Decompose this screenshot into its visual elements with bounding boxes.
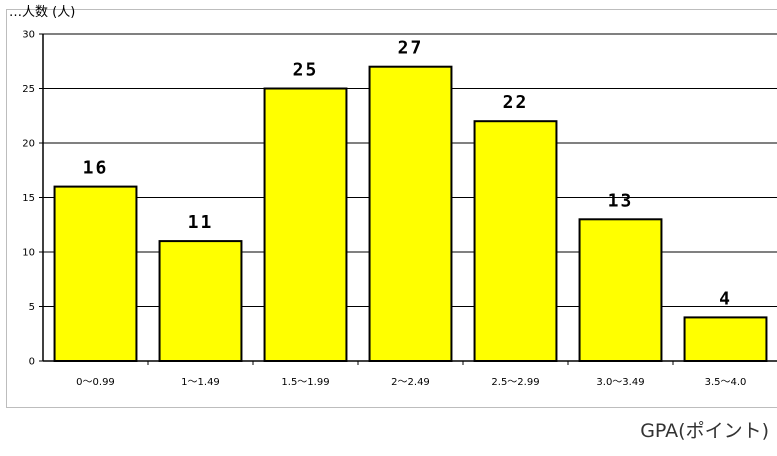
data-labels: 16 11 25 27 22 13 4: [83, 38, 732, 310]
bar: [53, 185, 138, 362]
x-tick-label: 1～1.49: [181, 377, 220, 388]
y-tick-label: 15: [22, 193, 35, 204]
x-axis-ticks: 0～0.99 1～1.49 1.5～1.99 2～2.49 2.5～2.99 3.0～3.…: [76, 361, 746, 388]
chart-area: …人数 (人) 0 5 10 15 20 25 30 16 11 25 27 22 13 4 0～0.9…: [6, 5, 777, 408]
x-tick-label: 0～0.99: [76, 377, 115, 388]
bar: [578, 218, 663, 362]
x-tick-label: 3.5～4.0: [705, 377, 747, 388]
data-label: 22: [503, 92, 529, 113]
bars: [53, 65, 768, 363]
bar: [683, 316, 768, 362]
x-tick-label: 2.5～2.99: [491, 377, 539, 388]
bar: [368, 65, 453, 362]
y-axis-ticks: 0 5 10 15 20 25 30: [22, 30, 43, 368]
y-axis-unit-label: …人数 (人): [9, 5, 76, 20]
data-label: 13: [608, 190, 634, 211]
x-tick-label: 3.0～3.49: [596, 377, 644, 388]
y-tick-label: 5: [29, 302, 35, 313]
axes: [42, 34, 777, 362]
bar: [473, 120, 558, 362]
x-axis-title: GPA(ポイント): [640, 420, 769, 442]
y-tick-label: 10: [22, 248, 35, 259]
data-label: 16: [83, 158, 109, 179]
data-label: 27: [398, 38, 424, 59]
data-label: 11: [188, 212, 214, 233]
data-label: 4: [719, 288, 732, 309]
data-label: 25: [293, 60, 319, 81]
bar: [263, 87, 348, 362]
bar-chart: 0 5 10 15 20 25 30 16 11 25 27 22 13 4 0～0.99 1～1.49 1…: [22, 30, 777, 388]
x-tick-label: 1.5～1.99: [281, 377, 329, 388]
bar: [158, 240, 243, 363]
y-tick-label: 0: [29, 357, 35, 368]
y-tick-label: 25: [22, 84, 35, 95]
x-tick-label: 2～2.49: [391, 377, 430, 388]
y-tick-label: 20: [22, 139, 35, 150]
y-tick-label: 30: [22, 30, 35, 41]
